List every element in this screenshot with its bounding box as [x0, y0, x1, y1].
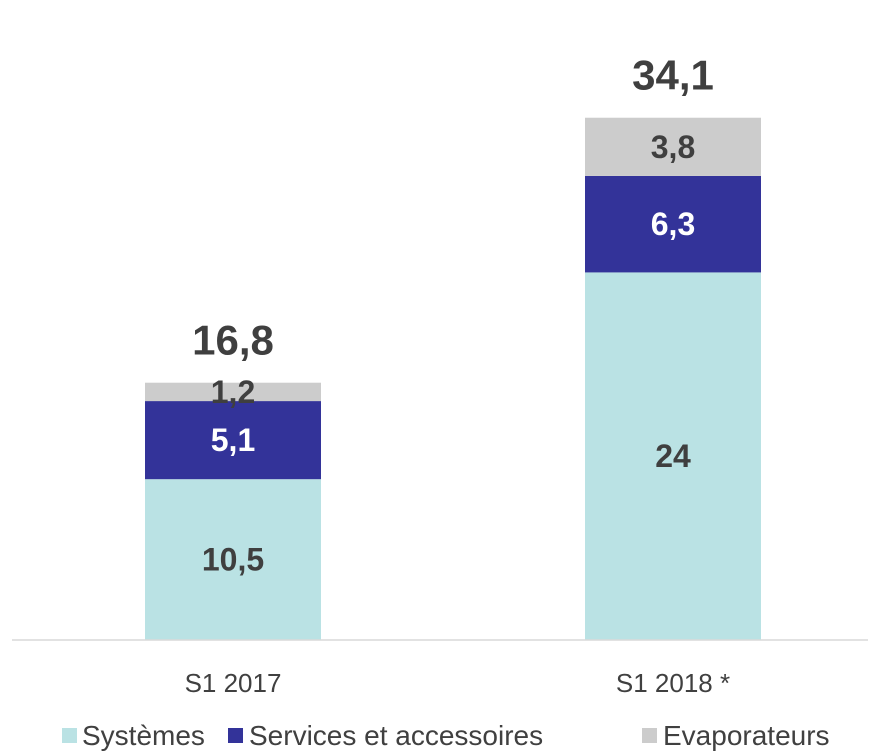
legend-label: Services et accessoires [249, 720, 543, 751]
data-label: 6,3 [651, 206, 695, 242]
total-label: 16,8 [192, 317, 274, 364]
bar-segment [145, 401, 321, 480]
data-label: 24 [655, 438, 691, 474]
legend-label: Systèmes [82, 720, 205, 751]
x-tick-labels-layer: S1 2017 S1 2018 * [185, 668, 731, 698]
bar-segment [585, 175, 761, 273]
data-label: 1,2 [211, 374, 255, 410]
bar-segment [585, 272, 761, 640]
bar-segment [145, 479, 321, 640]
legend-label: Evaporateurs [663, 720, 830, 751]
total-labels-layer: 16,8 34,1 [192, 52, 714, 364]
total-label: 34,1 [632, 52, 714, 99]
legend-swatch [642, 728, 657, 743]
data-label: 5,1 [211, 422, 255, 458]
bars-layer [145, 117, 761, 640]
legend-swatch [228, 728, 243, 743]
data-label: 3,8 [651, 129, 695, 165]
data-label: 10,5 [202, 542, 264, 578]
legend-swatch [62, 728, 77, 743]
segment-labels-layer: 10,5 5,1 1,2 24 6,3 3,8 [202, 129, 695, 578]
legend: Systèmes Services et accessoires Evaporate… [62, 720, 830, 751]
bar-segment [145, 382, 321, 402]
x-tick-label: S1 2017 [185, 668, 282, 698]
bar-segment [585, 117, 761, 176]
x-tick-label: S1 2018 * [616, 668, 730, 698]
